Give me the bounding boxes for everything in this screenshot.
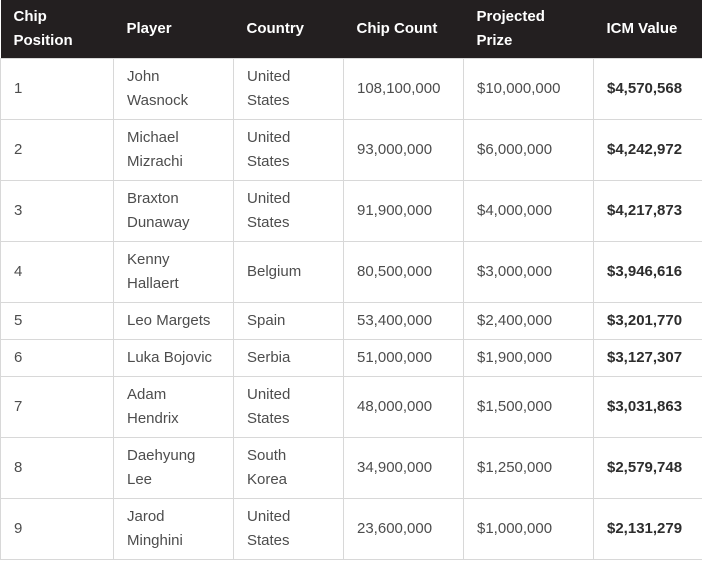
cell-icm-value: $2,131,279 (593, 498, 702, 560)
table-row: 5 Leo Margets Spain 53,400,000 $2,400,000 $3,… (0, 302, 702, 340)
cell-icm-value: $3,127,307 (593, 339, 702, 377)
cell-projected-prize: $1,000,000 (463, 498, 594, 560)
cell-projected-prize: $4,000,000 (463, 180, 594, 242)
cell-chip-count: 108,100,000 (343, 58, 464, 120)
cell-icm-value: $3,031,863 (593, 376, 702, 438)
table-body: 1 John Wasnock United States 108,100,000 $10… (0, 58, 702, 560)
table-row: 1 John Wasnock United States 108,100,000 $10… (0, 58, 702, 120)
cell-country: Spain (233, 302, 344, 340)
cell-chip-position: 3 (0, 180, 114, 242)
column-header-country: Country (233, 0, 344, 59)
cell-chip-position: 8 (0, 437, 114, 499)
cell-projected-prize: $3,000,000 (463, 241, 594, 303)
cell-country: United States (233, 180, 344, 242)
cell-icm-value: $3,201,770 (593, 302, 702, 340)
table-row: 6 Luka Bojovic Serbia 51,000,000 $1,900,000 $… (0, 339, 702, 377)
cell-player: Adam Hendrix (113, 376, 234, 438)
table-row: 7 Adam Hendrix United States 48,000,000 $1,5… (0, 376, 702, 438)
cell-chip-position: 5 (0, 302, 114, 340)
column-header-projected-prize: Projected Prize (463, 0, 594, 59)
cell-country: United States (233, 498, 344, 560)
cell-country: United States (233, 58, 344, 120)
cell-player: Braxton Dunaway (113, 180, 234, 242)
cell-chip-count: 23,600,000 (343, 498, 464, 560)
table-row: 2 Michael Mizrachi United States 93,000,000… (0, 119, 702, 181)
table-row: 8 Daehyung Lee South Korea 34,900,000 $1,250… (0, 437, 702, 499)
cell-chip-count: 93,000,000 (343, 119, 464, 181)
table-row: 3 Braxton Dunaway United States 91,900,000 $… (0, 180, 702, 242)
cell-player: Luka Bojovic (113, 339, 234, 377)
table-row: 9 Jarod Minghini United States 23,600,000 $1… (0, 498, 702, 560)
column-header-chip-count: Chip Count (343, 0, 464, 59)
cell-player: John Wasnock (113, 58, 234, 120)
cell-country: South Korea (233, 437, 344, 499)
cell-country: Belgium (233, 241, 344, 303)
column-header-player: Player (113, 0, 234, 59)
cell-chip-count: 48,000,000 (343, 376, 464, 438)
cell-icm-value: $2,579,748 (593, 437, 702, 499)
column-header-chip-position: Chip Position (0, 0, 114, 59)
cell-chip-position: 4 (0, 241, 114, 303)
cell-icm-value: $4,570,568 (593, 58, 702, 120)
cell-player: Kenny Hallaert (113, 241, 234, 303)
cell-player: Daehyung Lee (113, 437, 234, 499)
cell-chip-count: 91,900,000 (343, 180, 464, 242)
cell-player: Leo Margets (113, 302, 234, 340)
cell-player: Michael Mizrachi (113, 119, 234, 181)
cell-icm-value: $4,242,972 (593, 119, 702, 181)
column-header-icm-value: ICM Value (593, 0, 702, 59)
table-row: 4 Kenny Hallaert Belgium 80,500,000 $3,000,0… (0, 241, 702, 303)
cell-chip-count: 53,400,000 (343, 302, 464, 340)
cell-country: Serbia (233, 339, 344, 377)
cell-chip-position: 7 (0, 376, 114, 438)
cell-country: United States (233, 376, 344, 438)
cell-player: Jarod Minghini (113, 498, 234, 560)
cell-chip-position: 2 (0, 119, 114, 181)
table-header-row: Chip Position Player Country Chip Count Proj… (0, 0, 702, 59)
cell-projected-prize: $1,500,000 (463, 376, 594, 438)
cell-projected-prize: $6,000,000 (463, 119, 594, 181)
cell-projected-prize: $1,250,000 (463, 437, 594, 499)
cell-chip-count: 51,000,000 (343, 339, 464, 377)
cell-country: United States (233, 119, 344, 181)
cell-chip-position: 9 (0, 498, 114, 560)
cell-chip-position: 6 (0, 339, 114, 377)
cell-chip-count: 34,900,000 (343, 437, 464, 499)
cell-icm-value: $4,217,873 (593, 180, 702, 242)
cell-icm-value: $3,946,616 (593, 241, 702, 303)
cell-projected-prize: $2,400,000 (463, 302, 594, 340)
cell-projected-prize: $1,900,000 (463, 339, 594, 377)
cell-projected-prize: $10,000,000 (463, 58, 594, 120)
cell-chip-position: 1 (0, 58, 114, 120)
cell-chip-count: 80,500,000 (343, 241, 464, 303)
